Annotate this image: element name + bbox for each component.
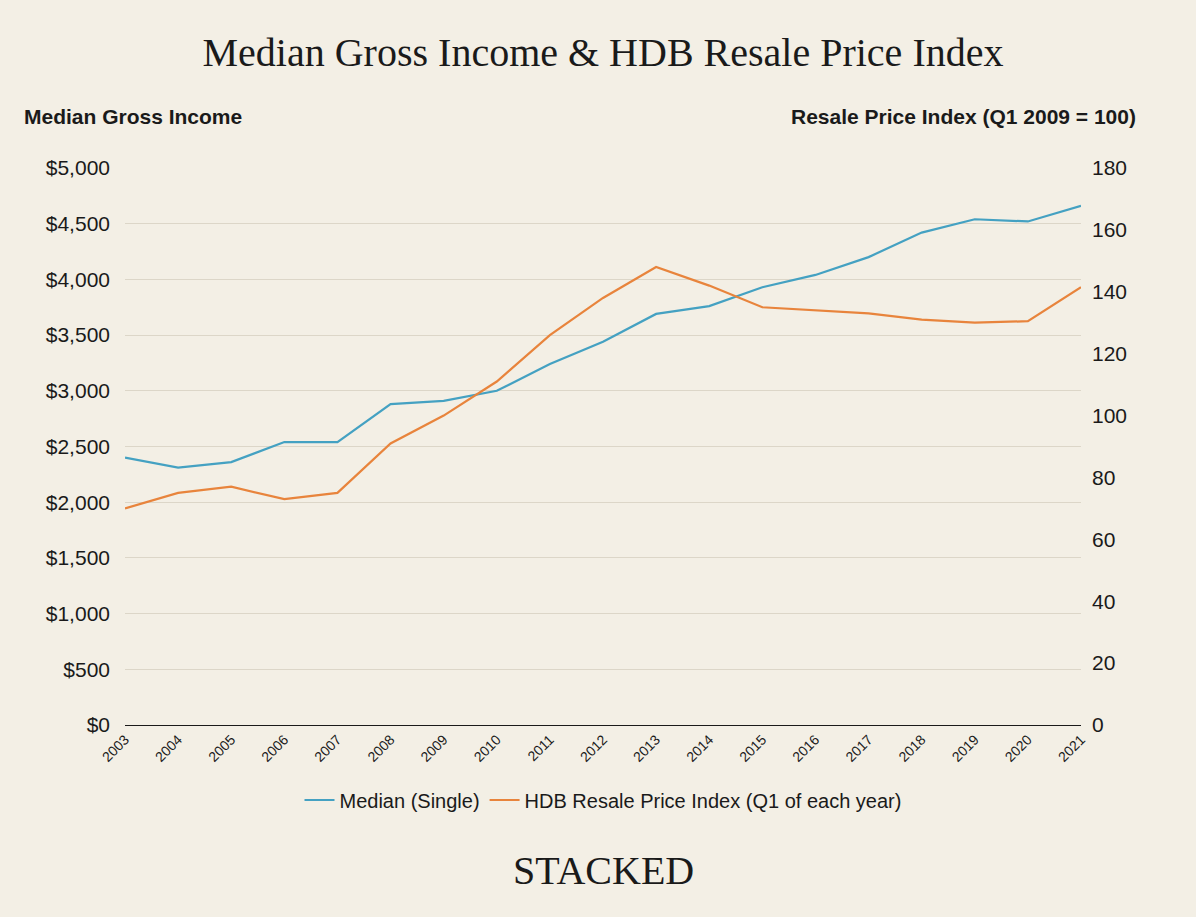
svg-text:2003: 2003 [99, 731, 132, 764]
svg-text:2005: 2005 [205, 731, 238, 764]
svg-text:2004: 2004 [152, 731, 185, 764]
svg-text:STACKED: STACKED [513, 848, 694, 893]
svg-text:Resale Price Index (Q1 2009 =: Resale Price Index (Q1 2009 = 100) [791, 105, 1136, 128]
svg-text:$0: $0 [87, 713, 110, 736]
svg-text:$2,500: $2,500 [46, 435, 110, 458]
svg-text:2014: 2014 [683, 731, 716, 764]
svg-text:$1,000: $1,000 [46, 602, 110, 625]
svg-text:2019: 2019 [949, 731, 982, 764]
svg-text:180: 180 [1092, 156, 1127, 179]
svg-text:2020: 2020 [1002, 731, 1035, 764]
svg-text:2021: 2021 [1055, 731, 1088, 764]
svg-text:$4,500: $4,500 [46, 212, 110, 235]
svg-text:2007: 2007 [311, 731, 344, 764]
svg-text:2018: 2018 [895, 731, 928, 764]
svg-text:$3,000: $3,000 [46, 379, 110, 402]
svg-text:80: 80 [1092, 466, 1115, 489]
svg-text:$2,000: $2,000 [46, 491, 110, 514]
svg-text:$500: $500 [63, 658, 110, 681]
svg-text:2015: 2015 [736, 731, 769, 764]
svg-text:60: 60 [1092, 528, 1115, 551]
svg-text:2012: 2012 [577, 731, 610, 764]
svg-text:$5,000: $5,000 [46, 156, 110, 179]
svg-text:2010: 2010 [471, 731, 504, 764]
svg-text:Median (Single): Median (Single) [340, 790, 480, 812]
svg-text:2016: 2016 [789, 731, 822, 764]
svg-text:$3,500: $3,500 [46, 323, 110, 346]
svg-text:HDB Resale Price Index (Q1 of: HDB Resale Price Index (Q1 of each year) [525, 790, 902, 812]
svg-text:$1,500: $1,500 [46, 546, 110, 569]
svg-text:2009: 2009 [417, 731, 450, 764]
svg-text:Median Gross Income & HDB Resa: Median Gross Income & HDB Resale Price I… [203, 30, 1004, 75]
svg-text:0: 0 [1092, 713, 1104, 736]
svg-text:$4,000: $4,000 [46, 268, 110, 291]
svg-text:160: 160 [1092, 218, 1127, 241]
svg-text:120: 120 [1092, 342, 1127, 365]
svg-text:140: 140 [1092, 280, 1127, 303]
svg-text:2017: 2017 [842, 731, 875, 764]
svg-text:2008: 2008 [364, 731, 397, 764]
svg-text:100: 100 [1092, 404, 1127, 427]
svg-text:20: 20 [1092, 651, 1115, 674]
svg-text:Median Gross Income: Median Gross Income [24, 105, 242, 128]
svg-text:40: 40 [1092, 590, 1115, 613]
svg-text:2006: 2006 [258, 731, 291, 764]
svg-text:2013: 2013 [630, 731, 663, 764]
svg-text:2011: 2011 [524, 731, 557, 764]
